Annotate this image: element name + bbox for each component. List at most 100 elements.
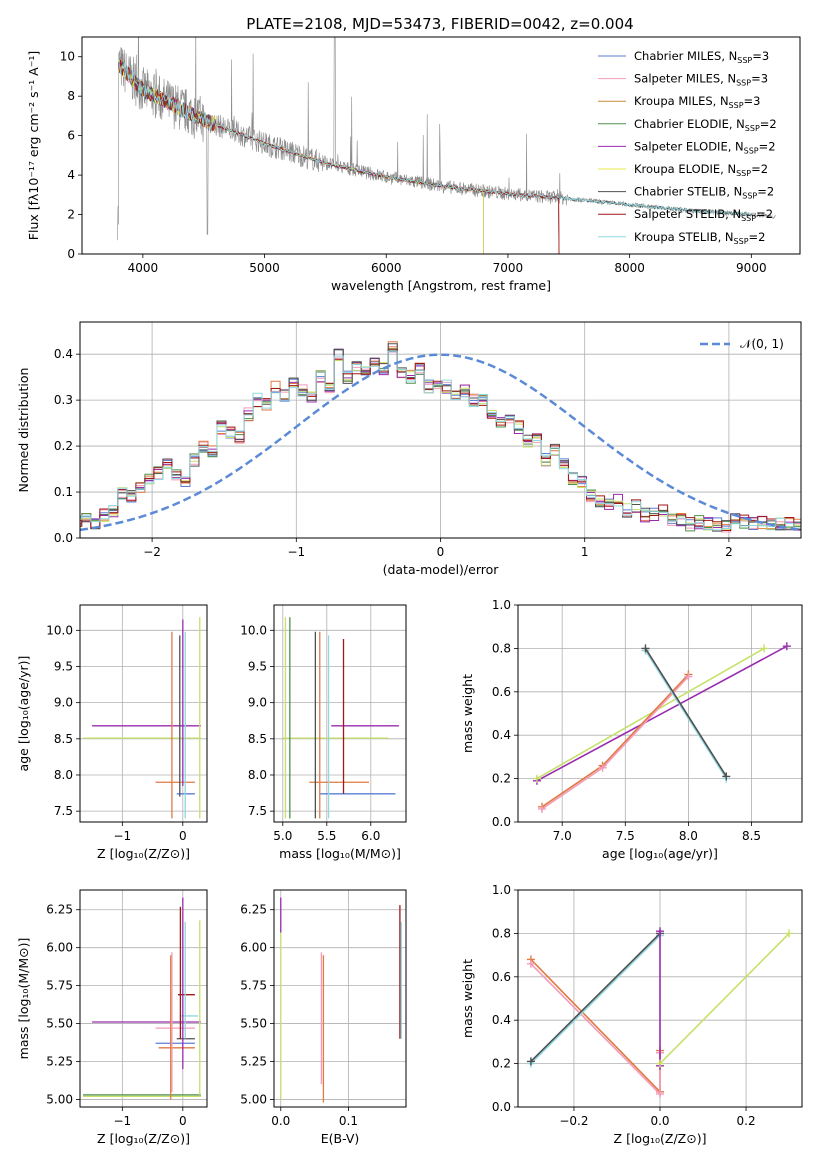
- y-tick-label: 0: [67, 247, 75, 261]
- residual-histogram: [80, 350, 801, 531]
- axes-frame: [273, 604, 407, 823]
- y-tick-label: 0.0: [492, 1100, 511, 1114]
- y-tick-label: 1.0: [492, 598, 511, 612]
- legend-subscript: SSP: [745, 124, 760, 133]
- y-tick-label: 9.0: [54, 696, 73, 710]
- residual-histogram: [80, 347, 801, 531]
- x-tick-label: −1: [113, 829, 131, 843]
- weight-marker: [526, 959, 535, 968]
- residual-histogram: [80, 348, 801, 531]
- x-tick-label: 0: [179, 1114, 187, 1128]
- y-tick-label: 8.5: [248, 732, 267, 746]
- y-tick-label: 6.00: [46, 941, 73, 955]
- y-tick-label: 0.6: [492, 970, 511, 984]
- weight-line: [530, 935, 661, 1065]
- weight-marker: [684, 672, 693, 681]
- legend-label: Chabrier ELODIE, NSSP=2: [634, 117, 777, 133]
- model-spectrum-line: [118, 58, 752, 217]
- legend-nssp: =2: [756, 207, 773, 221]
- weight-line: [541, 676, 689, 810]
- plot-area: [532, 642, 791, 813]
- plot-area: [280, 897, 402, 1103]
- y-tick-label: 0.0: [492, 815, 511, 829]
- legend-label: Kroupa ELODIE, NSSP=2: [634, 162, 768, 178]
- weight-line: [536, 647, 765, 780]
- weight-marker: [656, 1089, 664, 1098]
- x-tick-label: −2: [143, 545, 161, 559]
- plot-area: [526, 927, 794, 1098]
- legend: Chabrier MILES, NSSP=3 Salpeter MILES, NS…: [598, 49, 777, 246]
- figure-title: PLATE=2108, MJD=53473, FIBERID=0042, z=0…: [246, 15, 633, 33]
- x-tick-label: 0.0: [271, 1114, 290, 1128]
- weight-line: [644, 650, 727, 780]
- legend-nssp: =2: [749, 230, 766, 244]
- x-tick-label: 1: [581, 545, 589, 559]
- panel-weight_vs_age: 7.0 7.5 8.0 8.5 0.0 0.2 0.4 0.6 0.8 1.0 age [log₁₀…: [460, 598, 803, 861]
- x-axis-label: Z [log₁₀(Z/Z⊙)]: [614, 1131, 707, 1146]
- residual-histogram: [80, 343, 801, 532]
- y-tick-label: 0.8: [492, 926, 511, 940]
- weight-line: [659, 932, 790, 1065]
- legend-subscript: SSP: [744, 146, 759, 155]
- x-axis-label: wavelength [Angstrom, rest frame]: [331, 278, 551, 293]
- y-tick-label: 9.5: [54, 659, 73, 673]
- x-tick-label: 7000: [493, 261, 524, 275]
- x-tick-label: −0.2: [559, 1114, 588, 1128]
- axes-frame: [79, 889, 208, 1108]
- axes-frame: [81, 36, 801, 255]
- legend-label: Salpeter MILES, NSSP=3: [634, 72, 768, 88]
- x-tick-label: 2: [725, 545, 733, 559]
- model-spectrum-line: [118, 60, 560, 254]
- y-tick-label: 0.3: [54, 393, 73, 407]
- x-axis-label: (data-model)/error: [383, 562, 500, 577]
- y-axis-label: age [log₁₀(age/yr)]: [16, 656, 31, 772]
- y-tick-label: 6: [67, 129, 75, 143]
- y-tick-label: 5.50: [240, 1017, 267, 1031]
- y-tick-label: 10.0: [46, 623, 73, 637]
- y-tick-label: 1.0: [492, 883, 511, 897]
- legend-nssp: =2: [757, 185, 774, 199]
- y-tick-label: 8.0: [248, 768, 267, 782]
- weight-marker: [532, 774, 541, 783]
- legend-subscript: SSP: [734, 237, 749, 246]
- panel-weight_vs_Z: −0.2 0.0 0.2 0.0 0.2 0.4 0.6 0.8 1.0 Z [log₁₀(Z/Z…: [460, 883, 803, 1146]
- weight-marker: [598, 763, 607, 772]
- plot-area: [83, 897, 201, 1100]
- y-axis-label: mass weight: [460, 959, 475, 1038]
- legend-subscript: SSP: [736, 169, 751, 178]
- legend-subscript: SSP: [736, 79, 751, 88]
- panel-age_vs_Z: −1 0 7.5 8.0 8.5 9.0 9.5 10.0 Z [log₁₀(Z/Z⊙)] age…: [16, 604, 208, 861]
- legend-nssp: =3: [744, 94, 761, 108]
- weight-line: [644, 647, 727, 777]
- y-tick-label: 5.50: [46, 1017, 73, 1031]
- x-tick-label: 0.1: [339, 1114, 358, 1128]
- y-tick-label: 7.5: [248, 804, 267, 818]
- legend-label: 𝒩(0, 1): [740, 337, 784, 351]
- y-tick-label: 4: [67, 168, 75, 182]
- y-axis-label: mass [log₁₀(M/M⊙)]: [16, 938, 31, 1060]
- residual-histogram: [80, 341, 801, 530]
- weight-marker: [526, 1057, 535, 1066]
- y-tick-label: 0.2: [54, 439, 73, 453]
- panel-residuals: −2 −1 0 1 2 0.0 0.1 0.2 0.3 0.4 (data-model)/error…: [16, 321, 802, 577]
- panel-age_vs_mass: 5.0 5.5 6.0 7.5 8.0 8.5 9.0 9.5 10.0 mass [log₁₀(…: [240, 604, 407, 861]
- weight-marker: [760, 644, 769, 653]
- y-tick-label: 6.00: [240, 941, 267, 955]
- axes-frame: [517, 889, 803, 1108]
- panel-mass_vs_Z: −1 0 5.00 5.25 5.50 5.75 6.00 6.25 Z [log₁₀(Z/Z⊙…: [16, 889, 208, 1146]
- legend-subscript: SSP: [742, 192, 757, 201]
- x-tick-label: 0: [437, 545, 445, 559]
- y-tick-label: 0.4: [492, 1013, 511, 1027]
- legend-nssp: =2: [759, 139, 776, 153]
- y-tick-label: 5.00: [240, 1092, 267, 1106]
- weight-line: [536, 645, 788, 782]
- residual-histogram: [80, 348, 801, 531]
- y-tick-label: 0.6: [492, 685, 511, 699]
- legend-label: Kroupa STELIB, NSSP=2: [634, 230, 765, 246]
- model-spectrum-line: [118, 58, 560, 254]
- y-tick-label: 5.25: [46, 1054, 73, 1068]
- legend-nssp: =3: [752, 49, 769, 63]
- x-tick-label: 0.2: [737, 1114, 756, 1128]
- x-tick-label: 5000: [249, 261, 280, 275]
